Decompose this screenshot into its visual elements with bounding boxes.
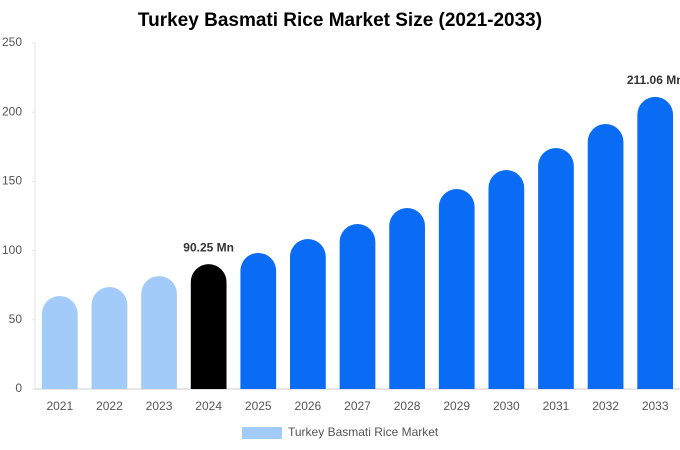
bar [91,286,128,389]
x-tick-label: 2030 [493,399,520,413]
bar [389,207,425,389]
y-tick-label: 100 [2,243,22,257]
x-tick-label: 2025 [245,399,272,413]
y-tick-label: 50 [9,312,23,326]
y-tick-label: 0 [15,381,22,395]
bar [290,238,326,389]
legend-label: Turkey Basmati Rice Market [288,425,439,439]
x-tick-label: 2024 [195,399,222,413]
x-tick-label: 2032 [592,399,619,413]
x-tick-label: 2026 [295,399,322,413]
x-tick-label: 2029 [443,399,470,413]
x-tick-label: 2033 [642,399,669,413]
bar [141,276,177,389]
bar [538,148,574,389]
x-tick-label: 2023 [146,399,173,413]
data-label: 211.06 Mn [627,73,680,87]
y-tick-label: 150 [2,174,22,188]
x-tick-label: 2022 [96,399,123,413]
bar [190,264,227,389]
bar [41,295,78,389]
bar [587,123,624,390]
legend-swatch [242,427,282,439]
bar [488,170,525,389]
chart-title: Turkey Basmati Rice Market Size (2021-20… [138,10,542,31]
bar [637,96,674,390]
bar [240,252,277,389]
y-tick-label: 250 [2,35,22,49]
bar [438,189,475,389]
x-tick-label: 2031 [543,399,570,413]
y-tick-label: 200 [2,104,22,118]
data-label: 90.25 Mn [183,240,234,254]
bar [339,224,376,389]
x-tick-label: 2021 [46,399,73,413]
x-tick-label: 2028 [394,399,421,413]
x-tick-label: 2027 [344,399,371,413]
